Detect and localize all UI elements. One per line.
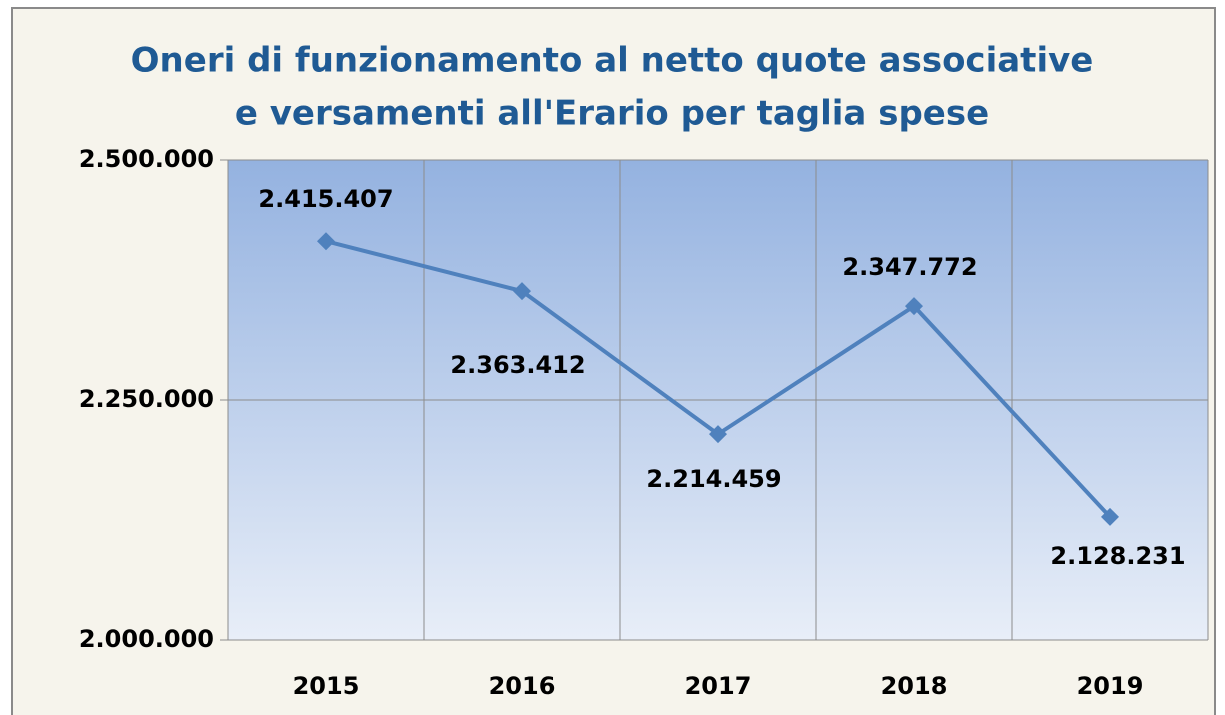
x-tick-label: 2019 xyxy=(1077,672,1144,700)
data-label: 2.347.772 xyxy=(842,253,977,281)
x-tick-label: 2018 xyxy=(881,672,948,700)
data-point xyxy=(1101,507,1119,526)
data-label: 2.415.407 xyxy=(258,185,393,213)
y-tick-label: 2.500.000 xyxy=(79,145,214,173)
x-tick-label: 2017 xyxy=(685,672,752,700)
data-point xyxy=(317,232,335,251)
data-label: 2.128.231 xyxy=(1050,542,1185,570)
data-point xyxy=(513,282,531,301)
x-tick-label: 2015 xyxy=(293,672,360,700)
data-point xyxy=(905,297,923,316)
data-label: 2.363.412 xyxy=(450,351,585,379)
x-tick-label: 2016 xyxy=(489,672,556,700)
data-point xyxy=(709,425,727,444)
chart-title: Oneri di funzionamento al netto quote as… xyxy=(131,41,1094,81)
data-label: 2.214.459 xyxy=(646,465,781,493)
chart-title: e versamenti all'Erario per taglia spese xyxy=(235,94,989,134)
y-tick-label: 2.250.000 xyxy=(79,385,214,413)
y-tick-label: 2.000.000 xyxy=(79,625,214,653)
